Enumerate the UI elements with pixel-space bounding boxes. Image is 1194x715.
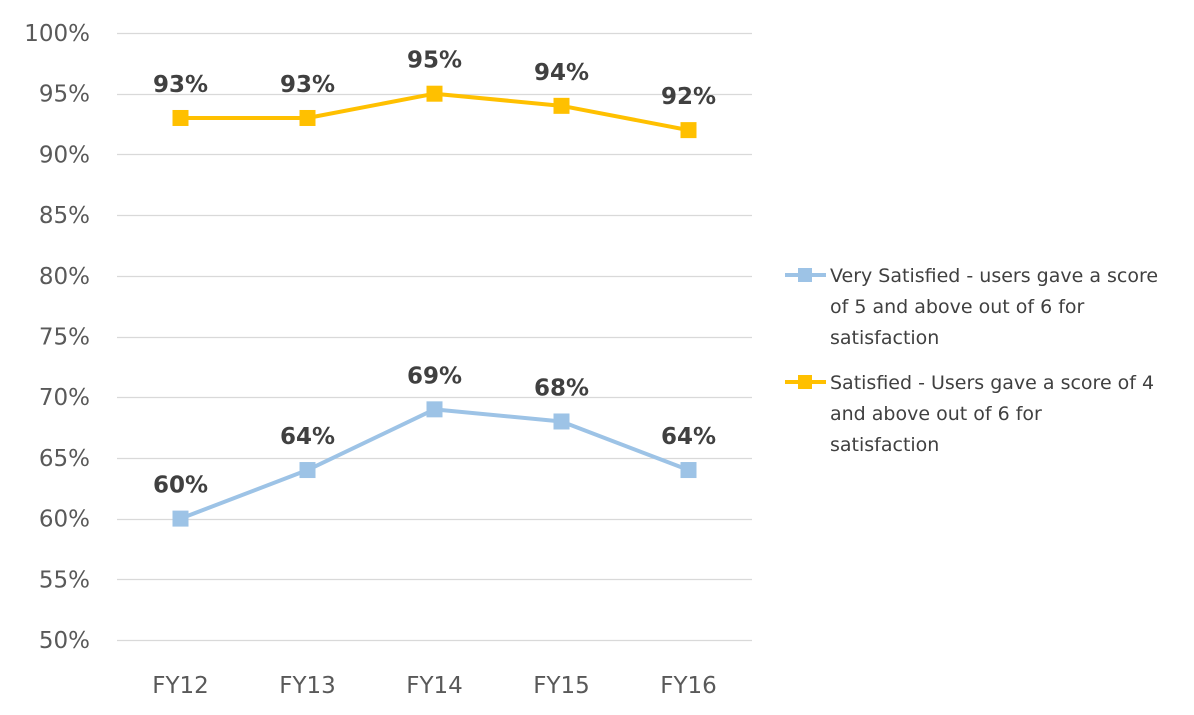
data-label: 93% <box>280 72 335 98</box>
data-label: 94% <box>534 60 589 86</box>
data-point <box>172 109 189 126</box>
data-label: 68% <box>534 375 589 401</box>
y-axis: 50% 55% 60% 65% 70% 75% 80% 85% 90% 95% 100% <box>24 21 90 654</box>
legend-marker-icon <box>798 268 812 282</box>
x-tick-label: FY16 <box>660 673 717 699</box>
data-point <box>299 109 316 126</box>
x-tick-label: FY12 <box>152 673 209 699</box>
gridlines <box>117 32 752 642</box>
data-label: 92% <box>661 84 716 110</box>
y-tick-label: 75% <box>39 325 90 351</box>
x-tick-label: FY15 <box>533 673 590 699</box>
data-label: 93% <box>153 72 208 98</box>
legend: Very Satisfied - users gave a score of 5 … <box>785 265 1158 456</box>
data-point <box>553 97 570 114</box>
y-tick-label: 70% <box>39 385 90 411</box>
y-tick-label: 50% <box>39 628 90 654</box>
y-tick-label: 95% <box>39 82 90 108</box>
legend-marker-icon <box>798 375 812 389</box>
data-point <box>299 462 316 479</box>
y-tick-label: 65% <box>39 446 90 472</box>
data-point <box>680 462 697 479</box>
y-tick-label: 80% <box>39 264 90 290</box>
data-point <box>426 85 443 102</box>
series-group: 60% 64% 69% 68% 64% 93% 93% 95% 94% 92% <box>153 48 716 527</box>
y-tick-label: 90% <box>39 142 90 168</box>
series-line <box>179 407 690 521</box>
data-label: 60% <box>153 473 208 499</box>
data-point <box>553 413 570 430</box>
data-label: 64% <box>280 424 335 450</box>
x-tick-label: FY14 <box>406 673 463 699</box>
legend-text: Satisfied - Users gave a score of 4 <box>830 372 1154 394</box>
data-label: 64% <box>661 424 716 450</box>
x-tick-label: FY13 <box>279 673 336 699</box>
data-point <box>680 122 697 139</box>
y-tick-label: 60% <box>39 507 90 533</box>
legend-text: satisfaction <box>830 327 939 349</box>
data-label: 69% <box>407 363 462 389</box>
y-tick-label: 55% <box>39 567 90 593</box>
legend-item-1: Very Satisfied - users gave a score of 5 … <box>785 265 1158 349</box>
y-tick-label: 100% <box>24 21 90 47</box>
data-point <box>426 401 443 418</box>
legend-text: and above out of 6 for <box>830 403 1042 425</box>
legend-text: of 5 and above out of 6 for <box>830 296 1085 318</box>
series-2: 93% 93% 95% 94% 92% <box>153 48 716 139</box>
data-point <box>172 510 189 527</box>
legend-item-2: Satisfied - Users gave a score of 4 and a… <box>785 372 1154 456</box>
series-1: 60% 64% 69% 68% 64% <box>153 363 716 527</box>
y-tick-label: 85% <box>39 203 90 229</box>
data-label: 95% <box>407 48 462 74</box>
legend-text: Very Satisfied - users gave a score <box>830 265 1158 287</box>
legend-text: satisfaction <box>830 434 939 456</box>
x-axis: FY12 FY13 FY14 FY15 FY16 <box>152 673 717 699</box>
